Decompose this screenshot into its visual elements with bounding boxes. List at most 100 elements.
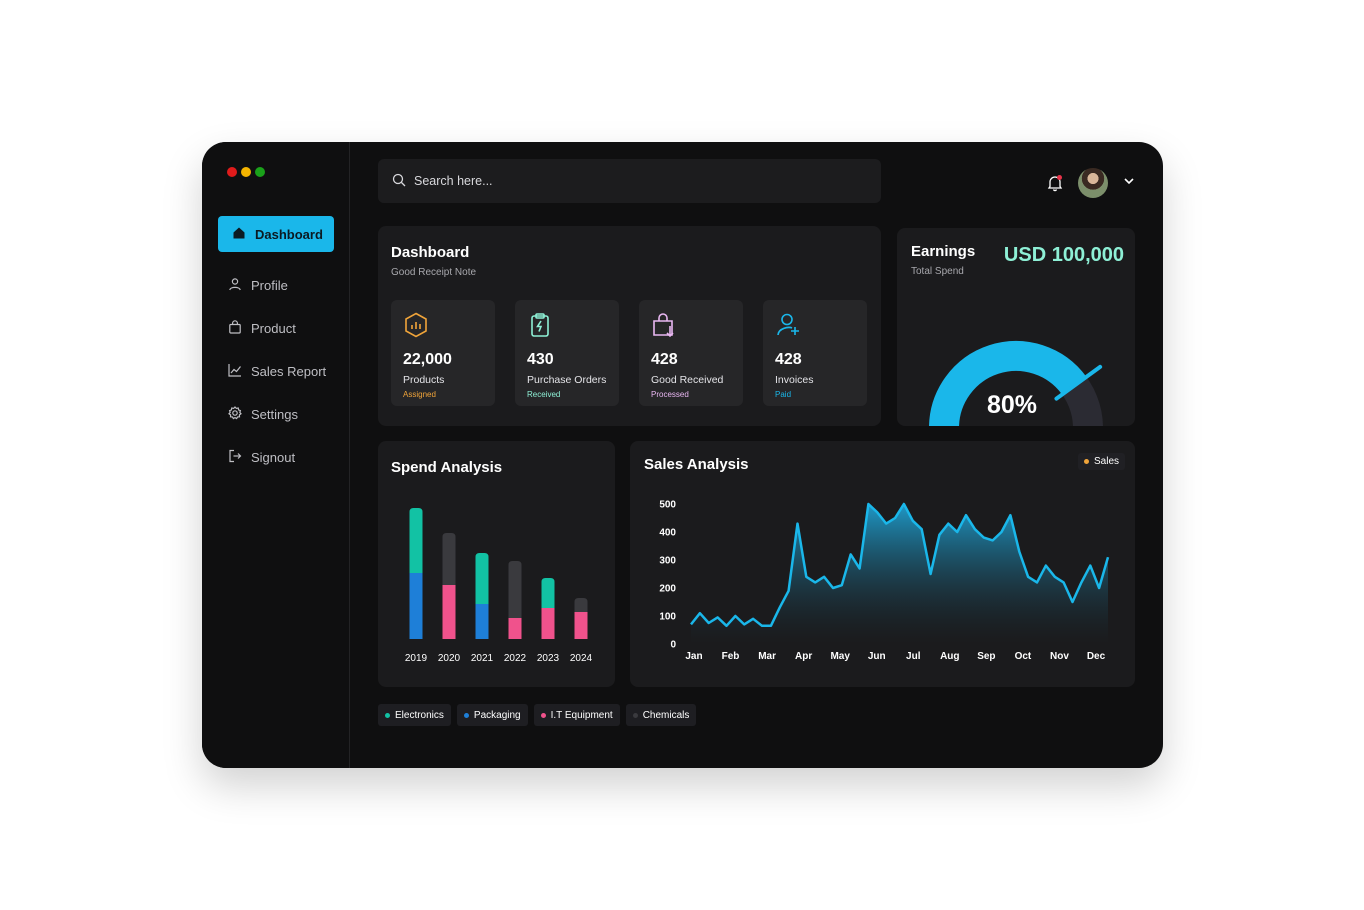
sidebar-item-label: Profile [251, 278, 288, 293]
dashboard-card: Dashboard Good Receipt Note 22,000 Produ… [378, 226, 881, 426]
x-tick-label: May [830, 651, 850, 662]
legend-dot [1083, 459, 1089, 464]
legend-label: Electronics [395, 709, 444, 721]
legend-item-packaging[interactable]: Packaging [456, 704, 528, 726]
legend-label: Sales [1093, 456, 1119, 467]
bar-segment-2024-i-t-equipment [574, 612, 588, 639]
legend-label: Chemicals [642, 709, 690, 721]
close-dot[interactable] [227, 167, 237, 177]
x-tick-label: Jul [906, 651, 921, 662]
stat-tag: Paid [775, 390, 792, 399]
y-tick-label: 300 [659, 556, 676, 567]
search-icon [392, 173, 406, 190]
x-tick-label: Apr [795, 651, 812, 662]
stat-tag: Processed [651, 390, 689, 399]
x-tick-label: Jan [685, 651, 702, 662]
sales-analysis-card: Sales Analysis Sales 0 100 200 300 400 500 Jan… [630, 441, 1135, 687]
stat-value: 428 [651, 351, 678, 368]
bar-segment-2023-electronics [541, 578, 555, 608]
stat-card-invoices[interactable]: 428 Invoices Paid [763, 300, 867, 406]
home-icon [232, 226, 246, 243]
bar-segment-2024-chemicals [574, 598, 588, 612]
legend-item-chemicals[interactable]: Chemicals [625, 704, 697, 726]
bar-segment-2021-electronics [475, 553, 489, 604]
sidebar-item-sales-report[interactable]: Sales Report [228, 363, 326, 380]
stat-label: Good Received [651, 374, 724, 386]
sales-title: Sales Analysis [644, 456, 749, 473]
legend-dot [385, 712, 390, 718]
legend-label: Packaging [473, 709, 521, 721]
sales-legend: Sales [1077, 453, 1125, 470]
legend-label: I.T Equipment [550, 709, 613, 721]
bar-segment-2023-i-t-equipment [541, 608, 555, 639]
bar-segment-2021-packaging [475, 604, 489, 639]
legend-item-electronics[interactable]: Electronics [378, 704, 451, 726]
minimize-dot[interactable] [241, 167, 251, 177]
chart-icon [228, 363, 242, 380]
sidebar-item-product[interactable]: Product [228, 320, 296, 337]
dashboard-title: Dashboard [391, 244, 470, 261]
legend-dot [540, 712, 546, 718]
sidebar-item-dashboard[interactable]: Dashboard [218, 216, 334, 252]
search-input[interactable]: Search here... [378, 159, 881, 203]
clipboard-bolt-icon [527, 313, 553, 342]
x-tick-label: 2024 [570, 653, 593, 664]
stat-card-purchase-orders[interactable]: 430 Purchase Orders Received [515, 300, 619, 406]
sales-area-chart: 0 100 200 300 400 500 Jan Feb Mar Apr May Jun Jul Aug… [659, 500, 1110, 662]
stat-value: 428 [775, 351, 802, 368]
x-tick-label: Jun [868, 651, 886, 662]
bell-icon[interactable] [1046, 174, 1064, 192]
sidebar-item-settings[interactable]: Settings [228, 406, 298, 423]
sidebar-item-signout[interactable]: Signout [228, 449, 295, 466]
notification-dot [1057, 175, 1062, 180]
x-tick-label: 2022 [504, 653, 527, 664]
maximize-dot[interactable] [255, 167, 265, 177]
spend-legend: Electronics Packaging I.T Equipment Chem… [378, 704, 697, 726]
stat-label: Invoices [775, 374, 814, 386]
earnings-subtitle: Total Spend [911, 266, 964, 277]
x-tick-label: 2023 [537, 653, 560, 664]
bar-segment-2022-chemicals [508, 561, 522, 618]
x-tick-label: 2021 [471, 653, 494, 664]
y-tick-label: 400 [659, 528, 676, 539]
stat-value: 22,000 [403, 351, 452, 368]
earnings-gauge [929, 341, 1103, 426]
chevron-down-icon[interactable] [1122, 174, 1136, 193]
user-controls [1046, 168, 1136, 198]
stat-label: Products [403, 374, 445, 386]
bag-download-icon [651, 313, 677, 342]
sidebar-item-label: Signout [251, 450, 296, 465]
x-tick-label: Feb [722, 651, 740, 662]
search-placeholder: Search here... [414, 174, 493, 188]
earnings-title: Earnings [911, 243, 976, 260]
bar-segment-2019-packaging [409, 573, 423, 639]
spend-title: Spend Analysis [391, 459, 503, 476]
y-tick-label: 0 [670, 640, 676, 651]
earnings-amount: USD 100,000 [1003, 244, 1124, 266]
x-tick-label: Nov [1050, 651, 1069, 662]
bar-segment-2020-i-t-equipment [442, 585, 456, 639]
sidebar-item-label: Settings [251, 407, 298, 422]
stat-card-products[interactable]: 22,000 Products Assigned [391, 300, 495, 406]
sidebar-item-profile[interactable]: Profile [228, 277, 288, 294]
legend-item-it-equipment[interactable]: I.T Equipment [533, 704, 620, 726]
x-tick-label: Oct [1015, 651, 1032, 662]
stat-card-good-received[interactable]: 428 Good Received Processed [639, 300, 743, 406]
x-tick-label: Sep [977, 651, 995, 662]
spend-analysis-card: Spend Analysis 2019 2020 2021 2022 2023 2024 [378, 441, 615, 687]
sidebar: Dashboard Profile Product Sales Report S [202, 142, 350, 768]
user-icon [228, 277, 242, 294]
gauge-value-arc [929, 341, 1087, 426]
user-add-icon [775, 313, 801, 342]
bar-segment-2022-i-t-equipment [508, 618, 522, 639]
gauge-needle [1054, 364, 1103, 401]
avatar[interactable] [1078, 168, 1108, 198]
x-tick-label: Dec [1087, 651, 1106, 662]
gauge-percent: 80% [987, 391, 1038, 419]
bag-icon [228, 320, 242, 337]
app-window: Dashboard Profile Product Sales Report S [202, 142, 1163, 768]
x-tick-label: 2020 [438, 653, 461, 664]
y-tick-label: 100 [659, 612, 676, 623]
sidebar-item-label: Sales Report [251, 364, 327, 379]
dashboard-subtitle: Good Receipt Note [391, 267, 477, 278]
